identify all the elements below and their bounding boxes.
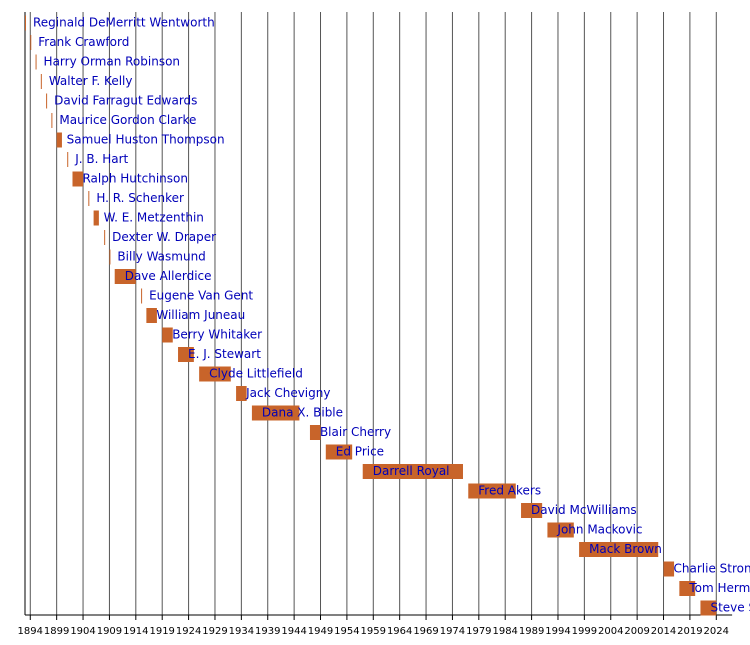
coach-name: Darrell Royal bbox=[373, 464, 450, 478]
tenure-bar bbox=[663, 561, 675, 577]
coach-name: Jack Chevigny bbox=[245, 386, 330, 400]
tenure-bar bbox=[178, 347, 194, 362]
x-tick-label: 1924 bbox=[176, 626, 201, 637]
tenure-bar bbox=[51, 113, 53, 128]
coach-name: William Juneau bbox=[156, 308, 245, 322]
tenure-bar bbox=[72, 171, 84, 187]
x-tick-label: 1994 bbox=[545, 626, 570, 637]
coach-name: Eugene Van Gent bbox=[149, 289, 253, 303]
coach-name: J. B. Hart bbox=[74, 152, 128, 166]
x-tick-label: 1934 bbox=[229, 626, 254, 637]
x-tick-label: 1989 bbox=[519, 626, 544, 637]
tenure-bar bbox=[67, 152, 69, 167]
x-tick-label: 2024 bbox=[704, 626, 729, 637]
x-tick-label: 1969 bbox=[413, 626, 438, 637]
coach-name: W. E. Metzenthin bbox=[104, 211, 204, 225]
tenure-bar bbox=[700, 600, 717, 616]
tenure-bar bbox=[162, 327, 173, 343]
coach-name: David Farragut Edwards bbox=[54, 94, 197, 108]
tenure-bar bbox=[141, 288, 143, 304]
coach-name: Mack Brown bbox=[589, 542, 662, 556]
coach-name: Clyde Littlefield bbox=[209, 367, 303, 381]
coach-name: Dave Allerdice bbox=[125, 269, 212, 283]
tenure-bar bbox=[547, 522, 574, 538]
tenure-bar bbox=[40, 74, 42, 89]
tenure-bar bbox=[521, 503, 543, 518]
coach-name: Ed Price bbox=[336, 445, 384, 459]
coach-name: David McWilliams bbox=[531, 503, 637, 517]
coach-name: Fred Akers bbox=[478, 484, 541, 498]
x-tick-label: 1929 bbox=[202, 626, 227, 637]
x-tick-label: 2009 bbox=[624, 626, 649, 637]
coach-name: Reginald DeMerritt Wentworth bbox=[33, 16, 215, 30]
x-tick-label: 1899 bbox=[44, 626, 69, 637]
tenure-bar bbox=[35, 54, 37, 70]
coach-name: H. R. Schenker bbox=[96, 191, 184, 205]
x-tick-label: 2014 bbox=[651, 626, 676, 637]
tenure-bar bbox=[362, 464, 463, 479]
tenure-bar bbox=[88, 191, 90, 206]
coach-name: Harry Orman Robinson bbox=[44, 55, 180, 69]
tenure-bar bbox=[109, 249, 111, 265]
x-tick-label: 1999 bbox=[572, 626, 597, 637]
x-tick-label: 1964 bbox=[387, 626, 412, 637]
tenure-bar bbox=[251, 405, 300, 421]
tenure-bar bbox=[199, 366, 231, 382]
coach-name: Frank Crawford bbox=[38, 35, 129, 49]
coach-name: Ralph Hutchinson bbox=[82, 172, 187, 186]
coach-name: Billy Wasmund bbox=[117, 250, 205, 264]
tenure-bar bbox=[104, 230, 106, 245]
x-tick-label: 1909 bbox=[97, 626, 122, 637]
tenure-bar bbox=[468, 483, 516, 499]
tenure-bar bbox=[114, 269, 136, 284]
tenure-bar bbox=[56, 132, 62, 148]
x-tick-label: 1979 bbox=[466, 626, 491, 637]
x-tick-label: 1959 bbox=[361, 626, 386, 637]
tenure-bar bbox=[679, 581, 696, 596]
tenure-bar bbox=[25, 15, 26, 31]
coach-name: Blair Cherry bbox=[320, 425, 391, 439]
coach-name: Steve Sarkisian bbox=[710, 601, 750, 615]
coach-name: Dexter W. Draper bbox=[112, 230, 216, 244]
coach-name: Tom Herman bbox=[688, 581, 750, 595]
coach-name: Berry Whitaker bbox=[172, 328, 262, 342]
x-tick-label: 1904 bbox=[70, 626, 95, 637]
tenure-bar bbox=[579, 542, 659, 557]
x-tick-label: 1894 bbox=[18, 626, 43, 637]
x-tick-label: 1954 bbox=[334, 626, 359, 637]
x-tick-label: 1939 bbox=[255, 626, 280, 637]
x-tick-label: 1984 bbox=[492, 626, 517, 637]
x-tick-label: 1949 bbox=[308, 626, 333, 637]
tenure-bar bbox=[46, 93, 48, 109]
coach-name: Maurice Gordon Clarke bbox=[59, 113, 196, 127]
tenure-bar bbox=[309, 425, 321, 440]
coach-name: E. J. Stewart bbox=[188, 347, 261, 361]
coach-name: Samuel Huston Thompson bbox=[67, 133, 225, 147]
coach-name: Walter F. Kelly bbox=[49, 74, 133, 88]
x-tick-label: 1944 bbox=[281, 626, 306, 637]
x-tick-label: 2019 bbox=[677, 626, 702, 637]
coach-name: Charlie Strong bbox=[674, 562, 750, 576]
x-tick-label: 1919 bbox=[149, 626, 174, 637]
coach-name: Dana X. Bible bbox=[262, 406, 343, 420]
tenure-bar bbox=[93, 210, 99, 226]
coach-name: John Mackovic bbox=[556, 523, 642, 537]
x-tick-label: 1914 bbox=[123, 626, 148, 637]
tenure-bar bbox=[236, 386, 247, 401]
tenure-bar bbox=[146, 308, 157, 323]
x-tick-label: 2004 bbox=[598, 626, 623, 637]
x-tick-label: 1974 bbox=[440, 626, 465, 637]
tenure-bar bbox=[325, 444, 353, 460]
tenure-bar bbox=[30, 35, 32, 50]
